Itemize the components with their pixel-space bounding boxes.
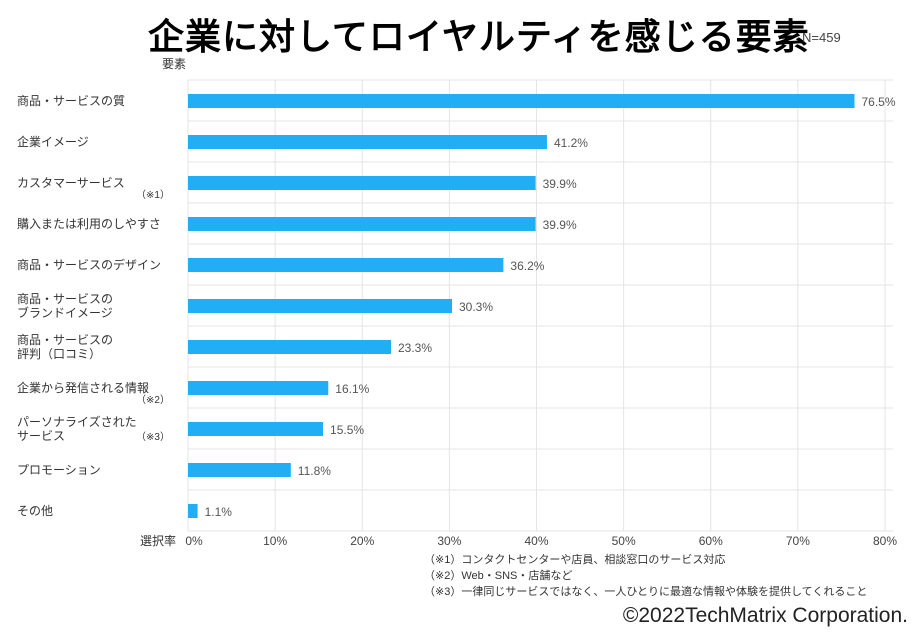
footnote-2: （※2）Web・SNS・店舗など xyxy=(424,570,573,582)
category-label: プロモーション xyxy=(17,463,101,477)
data-label: 36.2% xyxy=(510,259,544,273)
category-label: 商品・サービスの xyxy=(17,291,113,306)
copyright: ©2022TechMatrix Corporation. xyxy=(622,604,908,627)
x-tick-label: 60% xyxy=(699,534,723,548)
data-label: 39.9% xyxy=(543,218,577,232)
category-label: 企業イメージ xyxy=(17,134,89,149)
data-label: 15.5% xyxy=(330,423,364,437)
data-label: 39.9% xyxy=(543,177,577,191)
category-label: 企業から発信される情報 xyxy=(17,380,149,395)
bar-chart: 0% 10% 20% 30% 40% 50% 60% 70% 80% 選択率 76.5% 商品・サービ… xyxy=(17,79,897,548)
x-tick-label: 80% xyxy=(873,534,897,548)
x-tick-label: 0% xyxy=(185,534,203,548)
x-tick-label: 50% xyxy=(612,534,636,548)
bar xyxy=(188,176,536,190)
data-label: 23.3% xyxy=(398,341,432,355)
data-label: 30.3% xyxy=(459,300,493,314)
category-note: （※1） xyxy=(136,189,170,201)
sample-size: N=459 xyxy=(802,30,841,45)
y-axis-label: 要素 xyxy=(162,57,187,71)
category-label: パーソナライズされた xyxy=(17,414,137,429)
bar xyxy=(188,340,392,354)
bar xyxy=(188,217,536,231)
category-label: その他 xyxy=(17,504,53,518)
bar xyxy=(188,258,504,272)
category-label: 商品・サービスの質 xyxy=(17,93,125,108)
category-label: 商品・サービスの xyxy=(17,332,113,347)
category-label: カスタマーサービス xyxy=(17,176,125,190)
x-tick-label: 40% xyxy=(524,534,548,548)
category-label: 商品・サービスのデザイン xyxy=(17,257,161,272)
bar xyxy=(188,94,855,108)
bar xyxy=(188,422,324,436)
data-label: 76.5% xyxy=(862,95,896,109)
category-label: ブランドイメージ xyxy=(17,305,113,320)
category-label: サービス xyxy=(17,429,65,443)
footnote-1: （※1）コンタクトセンターや店員、相談窓口のサービス対応 xyxy=(424,554,726,566)
bar xyxy=(188,381,329,395)
bar xyxy=(188,135,547,149)
category-note: （※2） xyxy=(136,394,170,406)
bar xyxy=(188,504,198,518)
x-tick-label: 10% xyxy=(263,534,287,548)
x-tick-label: 20% xyxy=(350,534,374,548)
bar xyxy=(188,463,291,477)
data-label: 11.8% xyxy=(298,464,331,478)
bar xyxy=(188,299,452,313)
x-axis-label: 選択率 xyxy=(140,533,176,548)
footnote-3: （※3）一律同じサービスではなく、一人ひとりに最適な情報や体験を提供してくれるこ… xyxy=(424,586,868,598)
x-tick-label: 30% xyxy=(437,534,461,548)
data-label: 1.1% xyxy=(205,505,233,519)
chart-title: 企業に対してロイヤルティを感じる要素 xyxy=(148,16,810,57)
data-label: 16.1% xyxy=(335,382,369,396)
data-label: 41.2% xyxy=(554,136,588,150)
category-label: 購入または利用のしやすさ xyxy=(17,217,161,231)
category-label: 評判（口コミ） xyxy=(17,346,101,361)
category-note: （※3） xyxy=(136,431,170,443)
x-tick-label: 70% xyxy=(786,534,810,548)
footnotes: （※1）コンタクトセンターや店員、相談窓口のサービス対応 （※2）Web・SNS… xyxy=(424,552,867,600)
